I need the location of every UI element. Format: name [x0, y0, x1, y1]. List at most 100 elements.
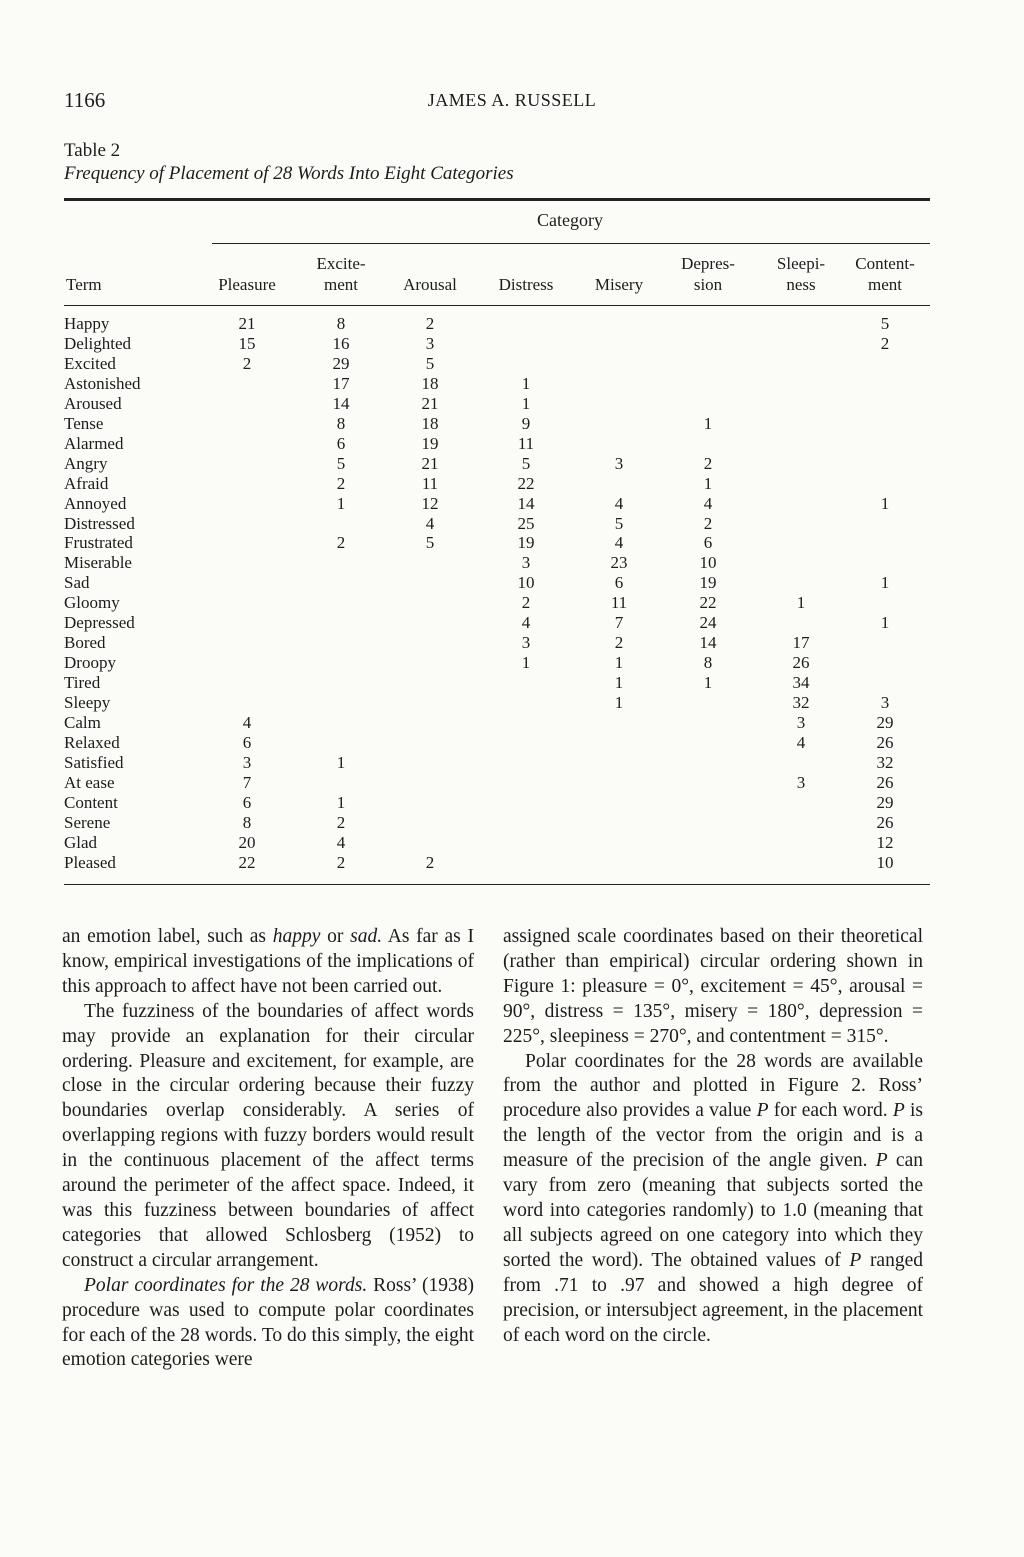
- cell-distress: 5: [521, 453, 531, 473]
- category-spanner-label: Category: [537, 210, 603, 230]
- row-term: Satisfied: [64, 752, 124, 772]
- column-header-term: Term: [66, 275, 102, 294]
- table-row: Tense 8 18 9 1: [64, 414, 930, 434]
- column-header-arousal: Arousal: [375, 274, 485, 295]
- cell-arousal: 2: [425, 852, 435, 872]
- cell-contentment: 29: [876, 792, 894, 812]
- cell-depression: 1: [703, 413, 713, 433]
- column-header-line: ness: [786, 275, 816, 294]
- cell-arousal: 11: [421, 473, 439, 493]
- row-term: Astonished: [64, 373, 141, 393]
- cell-sleepiness: 3: [796, 772, 806, 792]
- table-row: Calm 4 3 29: [64, 713, 930, 733]
- column-header-line: Distress: [498, 275, 554, 294]
- italic-run: P: [756, 1100, 769, 1122]
- cell-misery: 4: [614, 533, 624, 553]
- text-run: The fuzziness of the boundaries of affec…: [62, 1000, 474, 1271]
- column-header-line: Depres-: [681, 254, 735, 273]
- text-run: Ross’ (1938) procedure was used to compu…: [62, 1274, 474, 1371]
- table-row: Sad 10 6 19 1: [64, 573, 930, 593]
- row-term: Tense: [64, 413, 104, 433]
- cell-distress: 25: [517, 513, 535, 533]
- cell-excitement: 5: [336, 453, 346, 473]
- column-header-misery: Misery: [564, 274, 674, 295]
- cell-depression: 1: [703, 673, 713, 693]
- cell-distress: 1: [521, 653, 531, 673]
- row-term: Angry: [64, 453, 108, 473]
- table-label: Table 2: [64, 140, 121, 161]
- cell-distress: 3: [521, 553, 531, 573]
- cell-arousal: 5: [425, 353, 435, 373]
- cell-misery: 1: [614, 673, 624, 693]
- row-term: Gloomy: [64, 593, 120, 613]
- cell-contentment: 32: [876, 752, 894, 772]
- row-term: At ease: [64, 772, 115, 792]
- cell-distress: 10: [517, 573, 535, 593]
- cell-distress: 1: [521, 373, 531, 393]
- cell-distress: 2: [521, 593, 531, 613]
- row-term: Serene: [64, 812, 111, 832]
- column-header-contentment: Content-ment: [830, 253, 940, 295]
- cell-excitement: 1: [336, 752, 346, 772]
- table-row: Aroused 14 21 1: [64, 394, 930, 414]
- text-run: Polar coordinates for the 28 words are a…: [503, 1050, 923, 1122]
- cell-arousal: 18: [421, 413, 439, 433]
- cell-depression: 4: [703, 493, 713, 513]
- cell-distress: 4: [521, 613, 531, 633]
- cell-excitement: 14: [332, 393, 350, 413]
- cell-pleasure: 4: [242, 713, 252, 732]
- column-header-depression: Depres-sion: [653, 253, 763, 295]
- row-term: Relaxed: [64, 732, 120, 752]
- cell-excitement: 2: [336, 852, 346, 872]
- cell-pleasure: 7: [242, 772, 252, 792]
- column-header-line: ment: [324, 275, 358, 294]
- column-header-line: Content-: [855, 254, 915, 273]
- text-run: can vary from zero (meaning that subject…: [503, 1150, 923, 1271]
- cell-excitement: 29: [332, 353, 350, 373]
- cell-pleasure: 15: [238, 333, 256, 353]
- text-run: assigned scale coordinates based on thei…: [503, 926, 923, 1047]
- italic-run: happy: [272, 926, 321, 947]
- cell-contentment: 1: [880, 573, 890, 593]
- cell-depression: 6: [703, 533, 713, 553]
- row-term: Glad: [64, 832, 98, 852]
- cell-sleepiness: 32: [792, 693, 810, 713]
- cell-depression: 10: [699, 553, 717, 573]
- cell-arousal: 2: [425, 314, 435, 333]
- table-row: Delighted 15 16 3 2: [64, 334, 930, 354]
- column-header-line: Arousal: [403, 275, 457, 294]
- cell-depression: 14: [699, 633, 717, 653]
- row-term: Frustrated: [64, 533, 133, 553]
- paragraph: an emotion label, such as happy or sad. …: [62, 925, 474, 1000]
- text-run: for each word.: [768, 1100, 893, 1122]
- row-term: Aroused: [64, 393, 122, 413]
- paragraph: The fuzziness of the boundaries of affec…: [62, 1000, 474, 1274]
- cell-misery: 1: [614, 693, 624, 713]
- column-header-line: Sleepi-: [776, 254, 826, 273]
- row-term: Tired: [64, 673, 101, 693]
- cell-pleasure: 21: [238, 314, 256, 333]
- table-header-rule: [64, 305, 930, 306]
- cell-contentment: 3: [880, 693, 890, 713]
- cell-depression: 19: [699, 573, 717, 593]
- cell-misery: 23: [610, 553, 628, 573]
- row-term: Bored: [64, 633, 106, 653]
- running-head: JAMES A. RUSSELL: [427, 90, 597, 110]
- table-row: Satisfied 3 1 32: [64, 753, 930, 773]
- table-row: Pleased 22 2 2 10: [64, 853, 930, 873]
- cell-sleepiness: 34: [792, 673, 810, 693]
- cell-sleepiness: 3: [796, 713, 806, 732]
- cell-pleasure: 20: [238, 832, 256, 852]
- table-row: At ease 7 3 26: [64, 773, 930, 793]
- cell-arousal: 18: [421, 373, 439, 393]
- row-term: Miserable: [64, 553, 132, 573]
- text-run: ranged from .71 to .97 and showed a high…: [503, 1249, 923, 1346]
- paragraph: Polar coordinates for the 28 words. Ross…: [62, 1274, 474, 1374]
- italic-run: P: [875, 1150, 888, 1172]
- row-term: Depressed: [64, 613, 135, 633]
- column-header-sleepiness: Sleepi-ness: [746, 253, 856, 295]
- table-row: Droopy 1 1 8 26: [64, 653, 930, 673]
- table-row: Depressed 4 7 24 1: [64, 613, 930, 633]
- cell-pleasure: 6: [242, 732, 252, 752]
- table-row: Happy 21 8 2 5: [64, 314, 930, 334]
